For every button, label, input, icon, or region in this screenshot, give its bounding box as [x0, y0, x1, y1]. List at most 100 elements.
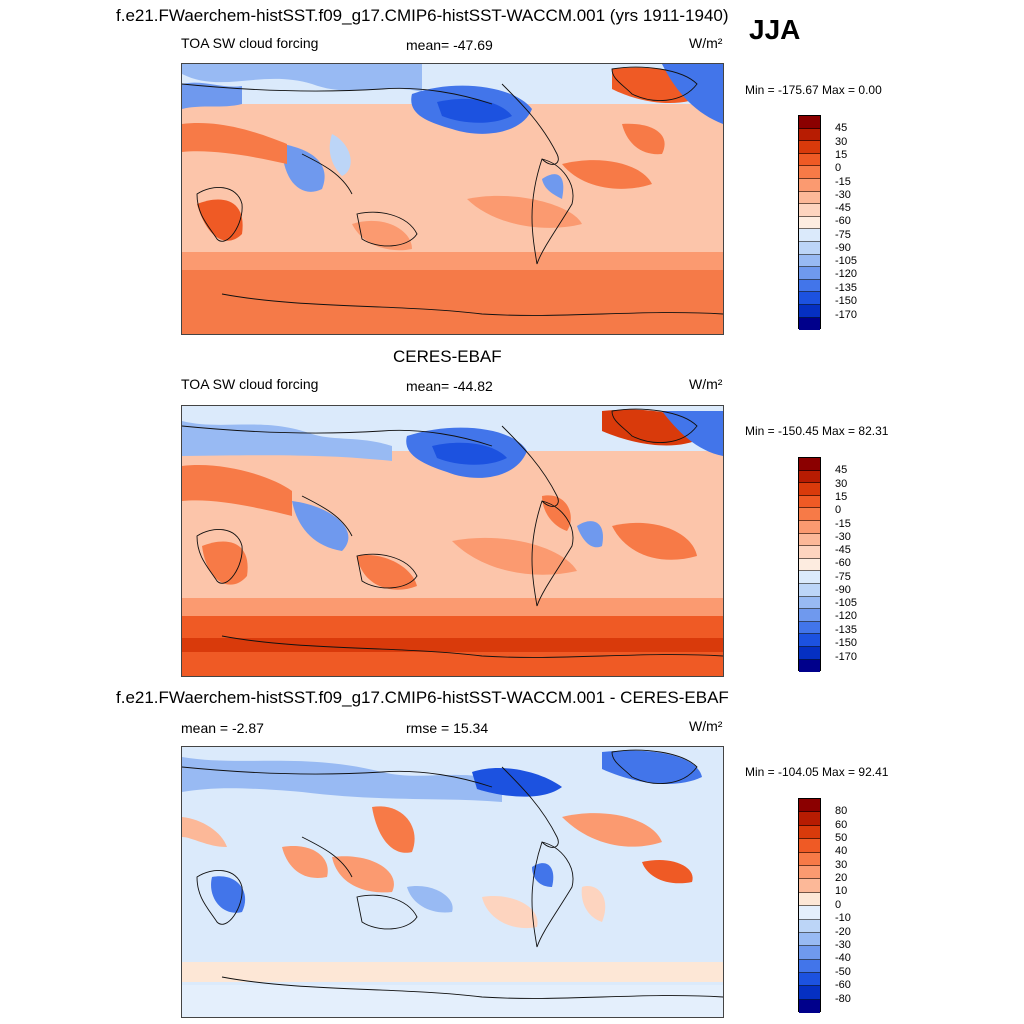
- panel-2-colorbar-swatch: [799, 558, 820, 572]
- panel-1-colorbar-swatch: [799, 254, 820, 268]
- panel-2-colorbar-label: -45: [835, 544, 851, 556]
- panel-3-colorbar-swatch: [799, 959, 820, 974]
- panel-3-rmse: rmse = 15.34: [406, 720, 489, 736]
- panel-1-colorbar-label: -150: [835, 295, 858, 307]
- panel-2-colorbar-label: -120: [835, 610, 858, 622]
- panel-1-units: W/m²: [689, 35, 723, 51]
- panel-2-colorbar-label: 0: [835, 504, 842, 516]
- panel-3-colorbar-label: -20: [835, 926, 851, 938]
- panel-3-colorbar-label: 40: [835, 845, 848, 857]
- panel-1-colorbar-swatch: [799, 153, 820, 167]
- panel-3-colorbar-swatch: [799, 986, 820, 1000]
- panel-1-colorbar-swatch: [799, 166, 820, 179]
- panel-1-colorbar-label: 15: [835, 149, 848, 161]
- panel-2-colorbar-swatch: [799, 508, 820, 521]
- panel-1-colorbar-label: 0: [835, 162, 842, 174]
- panel-2-colorbar-swatch: [799, 583, 820, 597]
- panel-3-colorbar-label: -40: [835, 952, 851, 964]
- panel-1-colorbar-label: -90: [835, 242, 851, 254]
- panel-1-colorbar-swatch: [799, 229, 820, 242]
- panel-3-colorbar-swatch: [799, 799, 820, 813]
- panel-2-units: W/m²: [689, 376, 723, 392]
- panel-3-colorbar-swatch: [799, 932, 820, 947]
- panel-2-colorbar-swatch: [799, 533, 820, 547]
- panel-1-colorbar-swatch: [799, 304, 820, 318]
- panel-1-colorbar-swatch: [799, 241, 820, 255]
- panel-2-colorbar-label: 30: [835, 478, 848, 490]
- panel-3-colorbar-label: -80: [835, 993, 851, 1005]
- panel-2-colorbar-swatch: [799, 458, 820, 471]
- panel-2-colorbar-label: -15: [835, 518, 851, 530]
- panel-3-colorbar-label: 60: [835, 819, 848, 831]
- panel-3-map: [181, 746, 724, 1018]
- panel-1-colorbar-swatch: [799, 178, 820, 192]
- panel-1-colorbar-swatch: [799, 204, 820, 217]
- panel-1-colorbar-swatch: [799, 216, 820, 230]
- panel-2-colorbar-label: -135: [835, 624, 858, 636]
- panel-3-colorbar-swatch: [799, 879, 820, 893]
- panel-1-colorbar-label: -15: [835, 176, 851, 188]
- panel-1-colorbar-swatch: [799, 116, 820, 129]
- panel-3-colorbar-label: -60: [835, 979, 851, 991]
- panel-3-colorbar-label: 10: [835, 885, 848, 897]
- panel-1-colorbar-label: -170: [835, 309, 858, 321]
- panel-2-colorbar-label: -105: [835, 597, 858, 609]
- panel-1-colorbar-label: -75: [835, 229, 851, 241]
- panel-2-colorbar-swatch: [799, 495, 820, 509]
- panel-3-title: f.e21.FWaerchem-histSST.f09_g17.CMIP6-hi…: [116, 688, 729, 707]
- panel-2-colorbar-swatch: [799, 596, 820, 610]
- panel-2-mean: mean= -44.82: [406, 378, 493, 394]
- panel-1-colorbar-label: -45: [835, 202, 851, 214]
- panel-2-colorbar-swatch: [799, 520, 820, 534]
- panel-1-colorbar-swatch: [799, 128, 820, 142]
- panel-3-colorbar-swatch: [799, 865, 820, 880]
- panel-2-colorbar-label: -30: [835, 531, 851, 543]
- panel-3-colorbar-label: 50: [835, 832, 848, 844]
- panel-3-units: W/m²: [689, 718, 723, 734]
- panel-2-minmax: Min = -150.45 Max = 82.31: [745, 424, 889, 438]
- panel-2-colorbar-swatch: [799, 609, 820, 622]
- panel-2-colorbar: [798, 457, 821, 673]
- panel-1-colorbar-swatch: [799, 267, 820, 280]
- panel-1-colorbar-swatch: [799, 317, 820, 331]
- panel-1-mean: mean= -47.69: [406, 37, 493, 53]
- panel-1-title: f.e21.FWaerchem-histSST.f09_g17.CMIP6-hi…: [116, 6, 729, 25]
- panel-1-map-field: [182, 64, 723, 334]
- panel-3-colorbar-swatch: [799, 852, 820, 866]
- panel-2-title: CERES-EBAF: [393, 347, 502, 366]
- panel-3-colorbar-swatch: [799, 999, 820, 1014]
- panel-3-minmax: Min = -104.05 Max = 92.41: [745, 765, 889, 779]
- panel-3-colorbar-swatch: [799, 946, 820, 960]
- panel-1-colorbar-label: -60: [835, 215, 851, 227]
- panel-1-colorbar-label: -135: [835, 282, 858, 294]
- panel-3-colorbar-label: 30: [835, 859, 848, 871]
- panel-1-colorbar-swatch: [799, 292, 820, 305]
- panel-3-colorbar-swatch: [799, 906, 820, 920]
- season-label: JJA: [749, 14, 801, 45]
- panel-1-colorbar-label: -30: [835, 189, 851, 201]
- panel-3-colorbar-label: 20: [835, 872, 848, 884]
- panel-1-colorbar-label: 30: [835, 136, 848, 148]
- panel-2-colorbar-swatch: [799, 646, 820, 660]
- panel-1-variable: TOA SW cloud forcing: [181, 35, 319, 51]
- panel-1-minmax: Min = -175.67 Max = 0.00: [745, 83, 882, 97]
- panel-3-colorbar-label: -30: [835, 939, 851, 951]
- panel-3-colorbar-label: -50: [835, 966, 851, 978]
- panel-3-map-field: [182, 747, 723, 1017]
- panel-2-colorbar-swatch: [799, 483, 820, 496]
- panel-2-colorbar-swatch: [799, 621, 820, 635]
- panel-2-colorbar-label: -60: [835, 557, 851, 569]
- panel-1-colorbar-swatch: [799, 141, 820, 154]
- panel-3-colorbar: [798, 798, 821, 1014]
- panel-2-map-field: [182, 406, 723, 676]
- panel-3-colorbar-swatch: [799, 839, 820, 853]
- panel-2-variable: TOA SW cloud forcing: [181, 376, 319, 392]
- panel-1-colorbar-label: -120: [835, 268, 858, 280]
- panel-2-colorbar-label: -90: [835, 584, 851, 596]
- panel-2-colorbar-swatch: [799, 470, 820, 484]
- panel-1-colorbar-label: 45: [835, 122, 848, 134]
- panel-2-colorbar-label: -150: [835, 637, 858, 649]
- panel-3-colorbar-swatch: [799, 812, 820, 826]
- panel-2-colorbar-label: 15: [835, 491, 848, 503]
- panel-2-colorbar-label: -75: [835, 571, 851, 583]
